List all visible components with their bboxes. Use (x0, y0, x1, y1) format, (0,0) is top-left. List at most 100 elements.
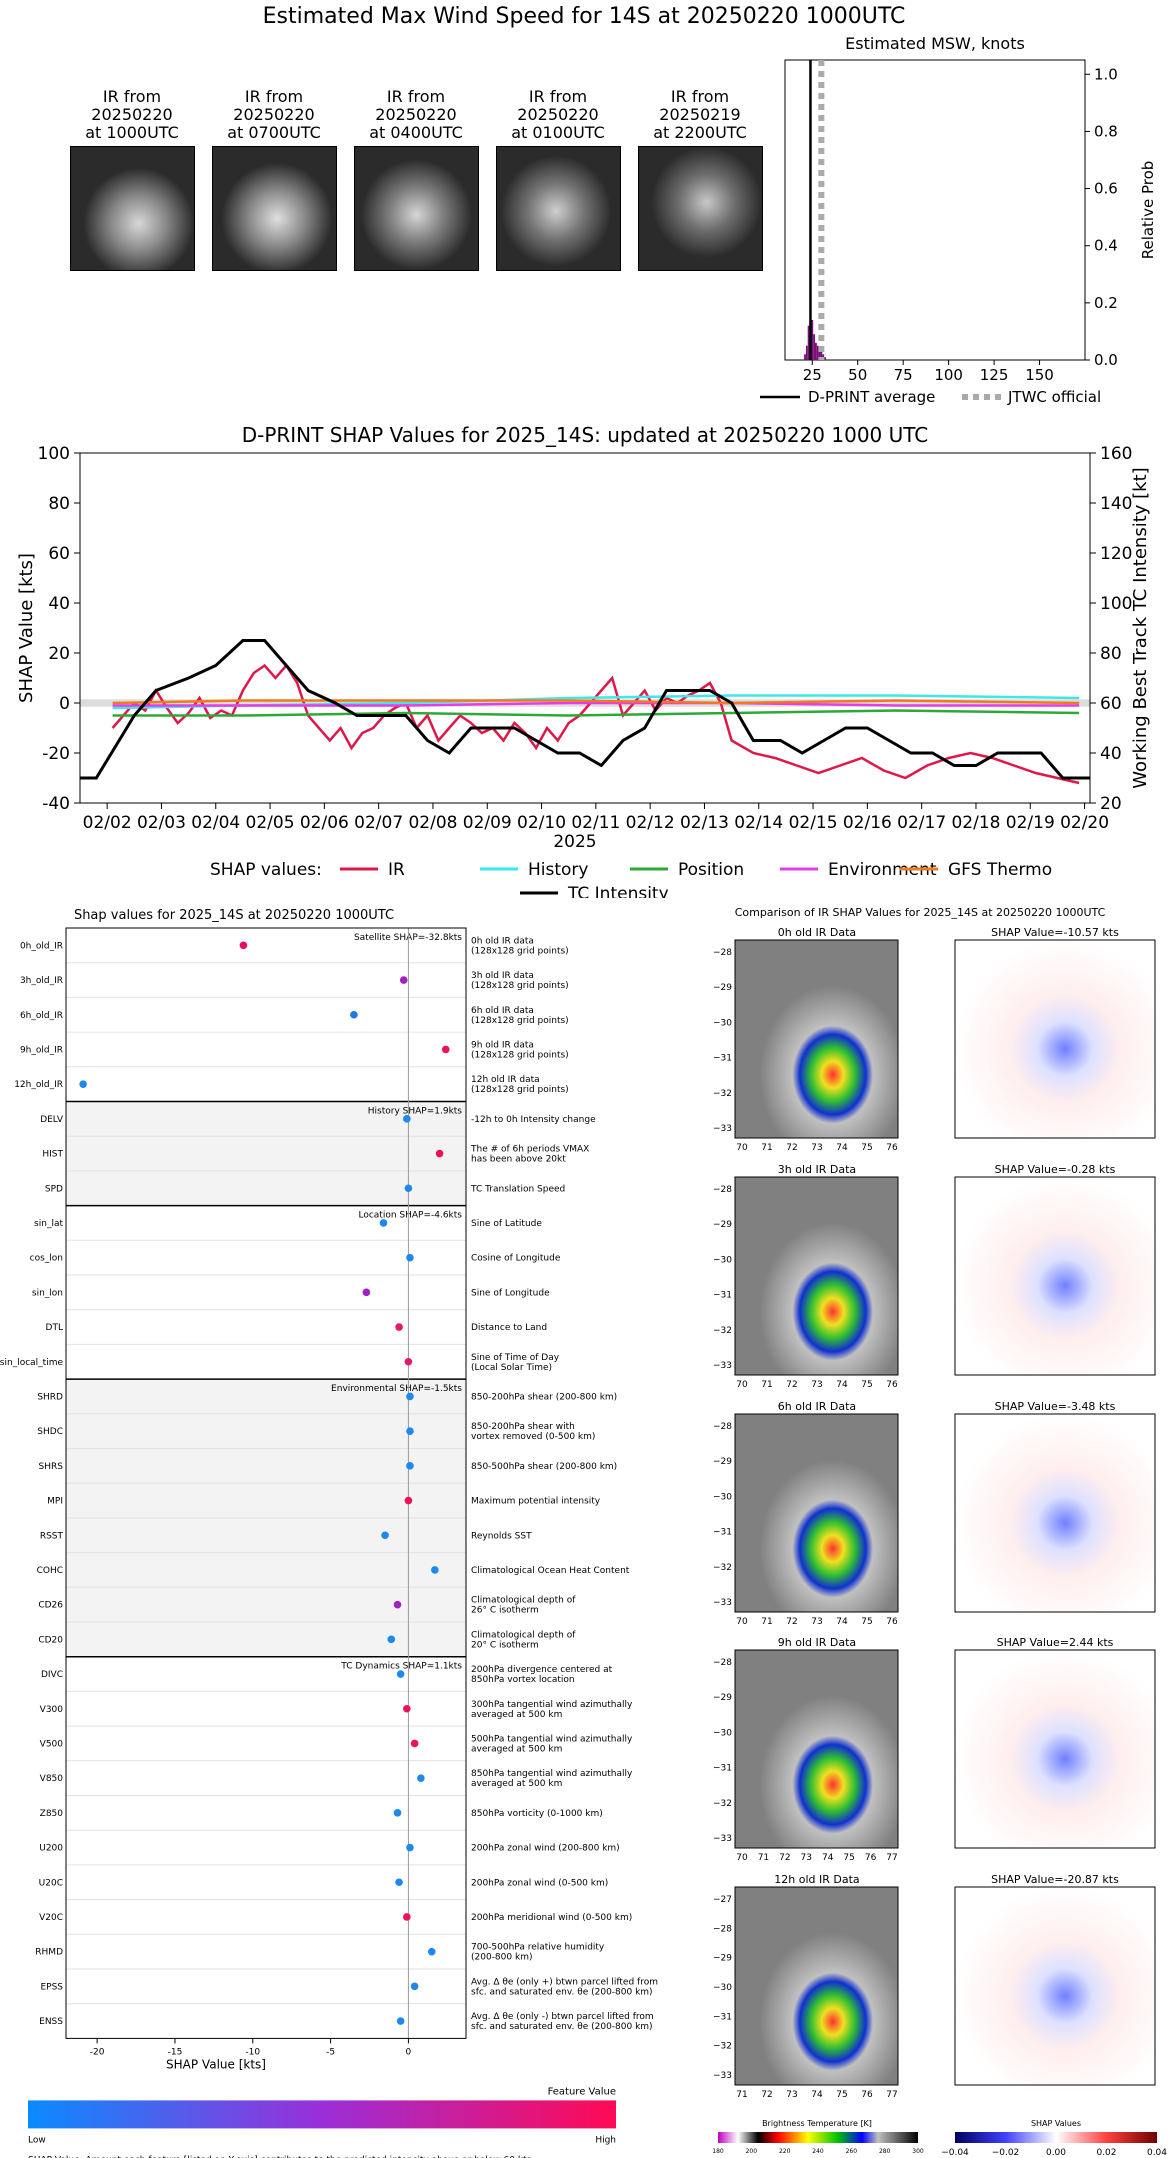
ts-xtick-label: 02/05 (246, 813, 295, 833)
feat-desc: Avg. Δ θe (only +) btwn parcel lifted fr… (471, 1977, 658, 1987)
feat-desc: Avg. Δ θe (only -) btwn parcel lifted fr… (471, 2012, 654, 2022)
ir-thumb-image (70, 146, 195, 271)
feat-desc: 850hPa tangential wind azimuthally (471, 1769, 633, 1779)
ts-xtick-label: 02/02 (83, 813, 132, 833)
feat-label: DIVC (41, 1670, 63, 1680)
feat-label: 3h_old_IR (20, 976, 63, 986)
feat-shap-point (362, 1288, 371, 1297)
ir-ytick-label: −33 (713, 1124, 732, 1134)
feat-label: SHRD (37, 1392, 63, 1402)
ts-ytick-label: 0 (59, 694, 70, 714)
ir-ytick-label: −31 (713, 1054, 732, 1064)
feat-desc: sfc. and saturated env. θe (200-800 km) (471, 1987, 653, 1997)
feat-shap-point (417, 1774, 425, 1782)
cbar-right-tick: −0.02 (992, 2148, 1020, 2158)
ir-ytick-label: −29 (713, 983, 732, 993)
ir-row-title: 0h old IR Data (778, 926, 856, 939)
cbar-left-tick: 240 (812, 2148, 824, 2155)
ir-ytick-label: −32 (713, 1563, 732, 1573)
ir-xtick-label: 75 (836, 2090, 847, 2100)
cbar-left-tick: 300 (912, 2148, 924, 2155)
cbar-left-tick: 220 (779, 2148, 791, 2155)
feat-desc: 300hPa tangential wind azimuthally (471, 1700, 633, 1710)
feat-shap-point (404, 1496, 413, 1505)
feat-desc: 850hPa vorticity (0-1000 km) (471, 1809, 603, 1819)
ts-legend-label: History (528, 860, 588, 880)
ir-row-title: 12h old IR Data (774, 1873, 859, 1886)
ir-xtick-label: 73 (801, 1853, 812, 1863)
feat-shap-point (393, 1600, 402, 1609)
cbar-left-tick: 180 (712, 2148, 724, 2155)
ts-ytick-label: -20 (42, 744, 70, 764)
ir-thumb-4: IR from 20250219 at 2200UTC (630, 88, 770, 271)
ir-ytick-label: −29 (713, 1954, 732, 1964)
shap-map-image (954, 1649, 1156, 1849)
ir-thumb-0: IR from 20250220 at 1000UTC (62, 88, 202, 271)
shap-colorbar (955, 2132, 1157, 2143)
feat-desc: Sine of Latitude (471, 1219, 542, 1229)
msw-bar (815, 342, 817, 360)
shap-map-image (954, 1886, 1156, 2086)
feat-label: SHDC (37, 1427, 63, 1437)
ir-ytick-label: −30 (713, 1983, 732, 1993)
feat-desc: 500hPa tangential wind azimuthally (471, 1734, 633, 1744)
msw-bar (818, 348, 821, 360)
ir-xtick-label: 70 (736, 1380, 748, 1390)
ts-xtick-label: 02/06 (300, 813, 349, 833)
feat-desc: Climatological depth of (471, 1596, 576, 1606)
legend-dprint-label: D-PRINT average (808, 388, 935, 406)
feat-desc: 200hPa zonal wind (200-800 km) (471, 1844, 620, 1854)
feat-shap-point (431, 1566, 439, 1574)
ts-xtick-label: 02/19 (1006, 813, 1055, 833)
thumb-date: 20250219 (659, 105, 741, 124)
ts-legend-label: Position (678, 860, 744, 880)
ir-ytick-label: −31 (713, 2012, 732, 2022)
feat-label: RHMD (35, 1948, 63, 1958)
ts-xtick-label: 02/14 (734, 813, 783, 833)
msw-bar (813, 334, 815, 360)
feat-desc: 0h old IR data (471, 936, 534, 946)
ts-legend-label: Environment (828, 860, 937, 880)
feat-shap-point (406, 1427, 414, 1435)
feat-shap-point (395, 1323, 403, 1331)
ir-thumb-image (212, 146, 337, 271)
feat-label: CD20 (38, 1635, 63, 1645)
feat-desc: 850-500hPa shear (200-800 km) (471, 1462, 617, 1472)
ir-image (734, 1649, 899, 1849)
ts-title: D-PRINT SHAP Values for 2025_14S: update… (242, 423, 929, 447)
feat-label: CD26 (38, 1601, 63, 1611)
ir-ytick-label: −28 (713, 1658, 732, 1668)
ir-ytick-label: −30 (713, 1492, 732, 1502)
ir-xtick-label: 71 (761, 1380, 772, 1390)
feat-label: COHC (37, 1566, 63, 1576)
feature-shap-panel: Shap values for 2025_14S at 20250220 100… (0, 908, 658, 2158)
feat-label: 9h_old_IR (20, 1045, 63, 1055)
ir-xtick-label: 76 (886, 1617, 898, 1627)
feat-label: Z850 (40, 1809, 64, 1819)
feat-desc: 700-500hPa relative humidity (471, 1943, 605, 1953)
shap-row-title: SHAP Value=-10.57 kts (991, 926, 1119, 939)
feat-shap-point (396, 1670, 405, 1678)
feat-desc: (Local Solar Time) (471, 1363, 552, 1373)
main-title: Estimated Max Wind Speed for 14S at 2025… (262, 4, 906, 29)
feat-shap-point (406, 1392, 414, 1401)
msw-xtick-label: 125 (980, 366, 1009, 384)
ir-image (734, 1176, 899, 1376)
legend-jtwc-label: JTWC official (1007, 388, 1101, 406)
feat-desc: 9h old IR data (471, 1040, 534, 1050)
ir-thumb-image (496, 146, 621, 271)
ts-ytick-right-label: 160 (1100, 444, 1132, 464)
thumb-date: 20250220 (233, 105, 315, 124)
feat-shap-point (350, 1010, 358, 1019)
thumb-time: at 0100UTC (511, 123, 605, 142)
feat-label: sin_lat (34, 1219, 63, 1229)
feat-desc: vortex removed (0-500 km) (471, 1432, 595, 1442)
feat-shap-point (381, 1531, 389, 1540)
feat-desc: Reynolds SST (471, 1531, 532, 1541)
ir-xtick-label: 74 (822, 1853, 834, 1863)
ts-xtick-label: 02/08 (408, 813, 457, 833)
feat-desc: Sine of Time of Day (471, 1353, 560, 1363)
feat-label: 0h_old_IR (20, 941, 63, 951)
feat-xtick-label: 0 (406, 2047, 412, 2057)
feat-shap-point (403, 1913, 411, 1921)
